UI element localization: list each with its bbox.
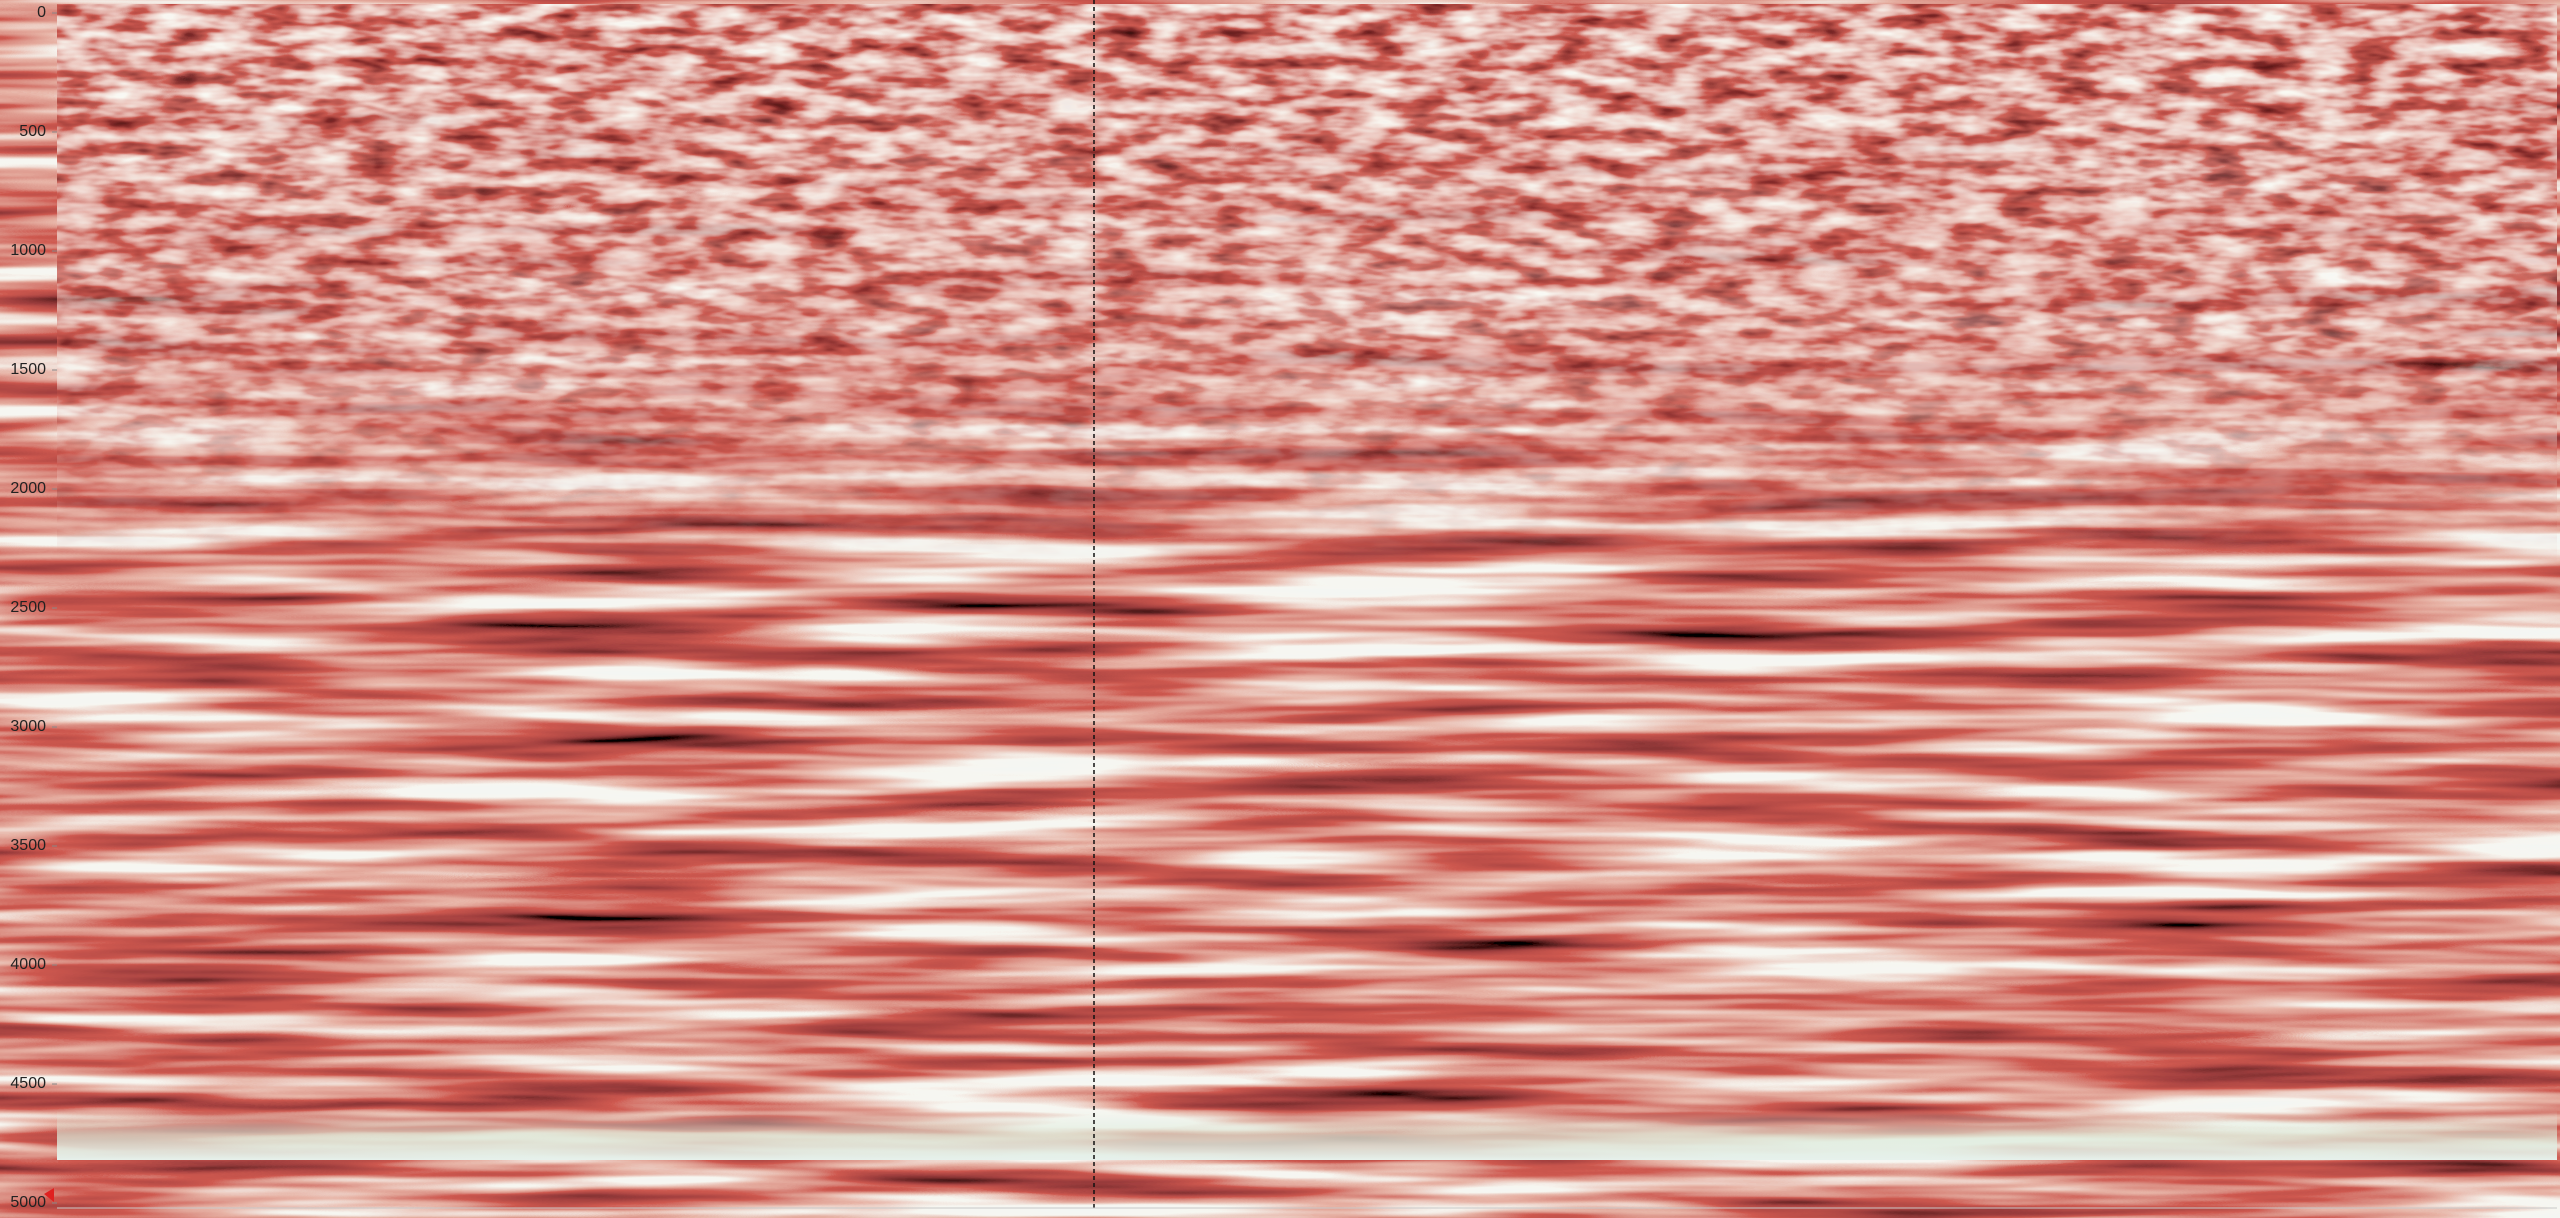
seismic-bottom-fade	[57, 1110, 2557, 1160]
tick-label: 1000	[10, 242, 46, 259]
seismic-shallow-noise	[57, 4, 2557, 564]
tick-label: 500	[19, 123, 46, 140]
tick-label: 3000	[10, 718, 46, 735]
tick-label: 4500	[10, 1075, 46, 1092]
tick-label: 4000	[10, 956, 46, 973]
page: 0 500 1000 1500 2000 2500 3000 3500 4000 4500 5000…	[0, 0, 2560, 1218]
tick-label: 1500	[10, 361, 46, 378]
tick-label: 0	[37, 4, 46, 21]
tick-label: 2000	[10, 480, 46, 497]
tick-label: 3500	[10, 837, 46, 854]
tick-label: 2500	[10, 599, 46, 616]
tick-label: 5000	[10, 1194, 46, 1211]
seismic-viewer: 0 500 1000 1500 2000 2500 3000 3500 4000 4500 5000	[0, 0, 2560, 1218]
